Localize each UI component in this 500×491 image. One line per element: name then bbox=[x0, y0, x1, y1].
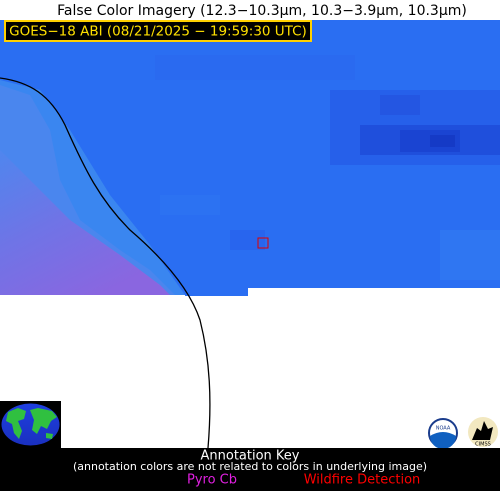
cimss-text: CIMSS bbox=[475, 442, 491, 448]
satellite-label: GOES−18 ABI (08/21/2025 − 19:59:30 UTC) bbox=[9, 24, 307, 40]
annotation-key-note: (annotation colors are not related to co… bbox=[73, 460, 427, 473]
annotation-key-bg bbox=[0, 448, 500, 491]
fire-marker bbox=[257, 237, 269, 249]
imagery bbox=[0, 20, 500, 296]
cimss-logo: CIMSS bbox=[468, 417, 498, 448]
coastline bbox=[0, 77, 211, 449]
key-item: Pyro Cb bbox=[187, 473, 237, 488]
globe-icon bbox=[0, 401, 61, 448]
annotation-key-items: Pyro Cb Wildfire Detection bbox=[187, 473, 420, 488]
annotation-key-title: Annotation Key bbox=[201, 449, 300, 464]
title-bg bbox=[0, 0, 500, 20]
noaa-logo: NOAA bbox=[428, 418, 458, 449]
noaa-text: NOAA bbox=[436, 426, 451, 432]
key-item: Wildfire Detection bbox=[304, 473, 421, 488]
title: False Color Imagery (12.3−10.3µm, 10.3−3… bbox=[57, 3, 467, 19]
label-box bbox=[4, 20, 312, 42]
